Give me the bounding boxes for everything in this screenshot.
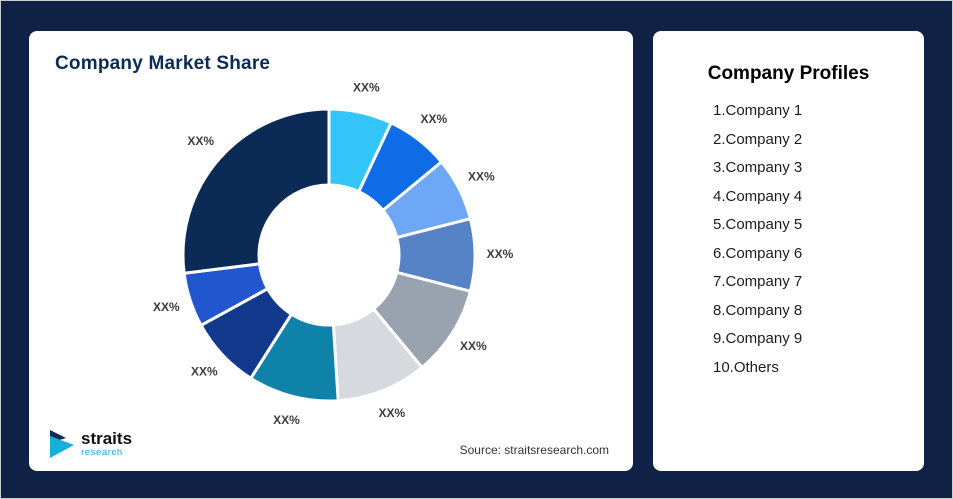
donut-label: XX%: [187, 134, 214, 148]
donut-label: XX%: [420, 112, 447, 126]
logo-subtitle: research: [81, 446, 123, 458]
profiles-list: 1.Company 1 2.Company 2 3.Company 3 4.Compa…: [653, 101, 924, 377]
donut-label: XX%: [153, 300, 180, 314]
profile-item: 8.Company 8: [713, 301, 803, 319]
straits-research-logo: straits research: [49, 429, 132, 459]
profile-item: 9.Company 9: [713, 330, 803, 347]
logo-arrow-icon: [50, 430, 74, 458]
logo-text: straits research: [81, 430, 132, 458]
profile-item: 5.Company 5: [713, 216, 803, 233]
market-share-card: Company Market Share XX% XX% XX% XX% XX% XX% X…: [29, 31, 633, 471]
profiles-title: Company Profiles: [707, 63, 870, 84]
profile-item: 10.Others: [713, 358, 779, 376]
profile-item: 7.Company 7: [713, 273, 803, 290]
donut-chart: XX% XX% XX% XX% XX% XX% XX% XX% XX% XX%: [153, 80, 514, 427]
profile-item: 6.Company 6: [713, 244, 803, 262]
profile-item: 4.Company 4: [713, 187, 803, 205]
profile-item: 2.Company 2: [713, 130, 803, 148]
source-text: Source: straitsresearch.com: [459, 443, 609, 457]
donut-label: XX%: [460, 339, 487, 353]
logo-name: straits: [81, 429, 133, 449]
profile-item: 1.Company 1: [713, 102, 803, 119]
donut-label: XX%: [353, 80, 380, 94]
chart-title: Company Market Share: [55, 53, 271, 74]
donut-label: XX%: [273, 413, 300, 427]
donut-segment-others: [181, 107, 331, 275]
donut-label: XX%: [487, 247, 514, 261]
company-profiles-card: Company Profiles 1.Company 1 2.Company 2 3…: [653, 31, 924, 471]
donut-label: XX%: [191, 364, 218, 378]
profile-item: 3.Company 3: [713, 159, 803, 176]
donut-label: XX%: [468, 170, 495, 184]
donut-label: XX%: [379, 406, 406, 420]
